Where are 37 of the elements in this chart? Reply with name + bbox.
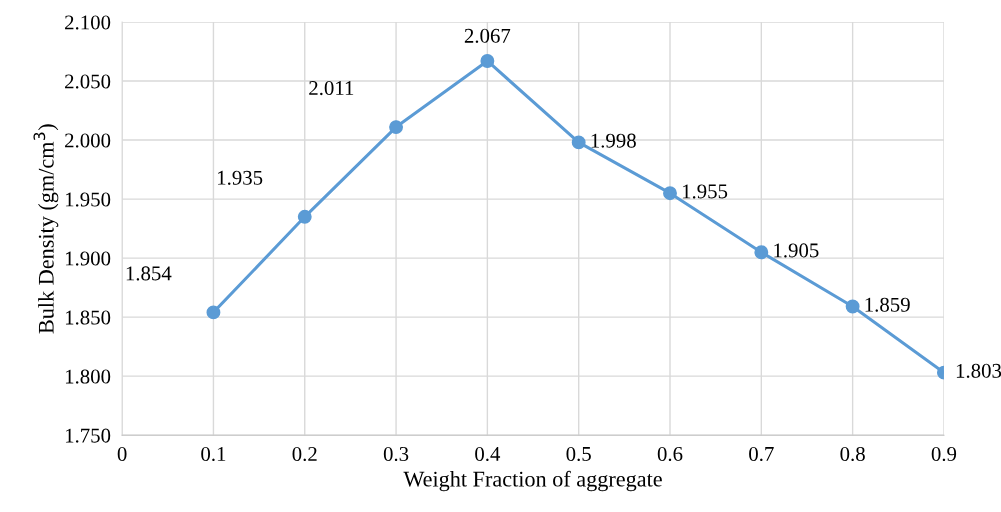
data-label: 1.854	[126, 266, 172, 281]
y-tick-label: 1.750	[65, 428, 111, 443]
data-label: 1.998	[591, 133, 636, 148]
data-label: 1.955	[682, 184, 728, 199]
data-label: 2.011	[309, 81, 354, 96]
data-label: 1.935	[218, 170, 263, 185]
x-tick-label: 0.3	[383, 446, 409, 462]
x-tick-label: 0.2	[292, 446, 317, 462]
y-tick-label: 1.950	[65, 192, 111, 207]
y-tick-label: 1.800	[65, 369, 111, 384]
data-label: 2.067	[464, 28, 511, 43]
x-tick-label: 0.1	[201, 446, 226, 462]
point	[480, 54, 495, 68]
x-tick-label: 0	[117, 446, 127, 461]
point	[754, 245, 769, 260]
x-tick-label: 0.9	[931, 446, 957, 462]
y-tick-label: 1.900	[65, 251, 111, 266]
data-label: 1.803	[956, 363, 1001, 378]
x-tick-label: 0.4	[475, 446, 501, 462]
point	[845, 299, 860, 314]
point	[663, 186, 677, 201]
y-tick-label: 2.100	[65, 15, 111, 30]
y-tick-label: 2.000	[65, 133, 111, 148]
x-tick-label: 0.7	[749, 446, 774, 462]
y-axis-title: Bulk Density (gm/cm$^{3}$)	[33, 124, 59, 334]
point	[297, 209, 312, 224]
y-tick-label: 1.850	[65, 310, 111, 325]
x-axis-title: Weight Fraction of aggregate	[403, 470, 662, 492]
data-label: 1.905	[774, 243, 819, 258]
data-label: 1.859	[865, 297, 910, 312]
point	[206, 305, 221, 320]
point	[571, 135, 586, 150]
y-tick-label: 2.050	[65, 74, 111, 89]
x-tick-label: 0.6	[657, 446, 683, 462]
point	[389, 120, 404, 135]
x-tick-label: 0.5	[566, 446, 591, 462]
x-tick-label: 0.8	[840, 446, 865, 462]
